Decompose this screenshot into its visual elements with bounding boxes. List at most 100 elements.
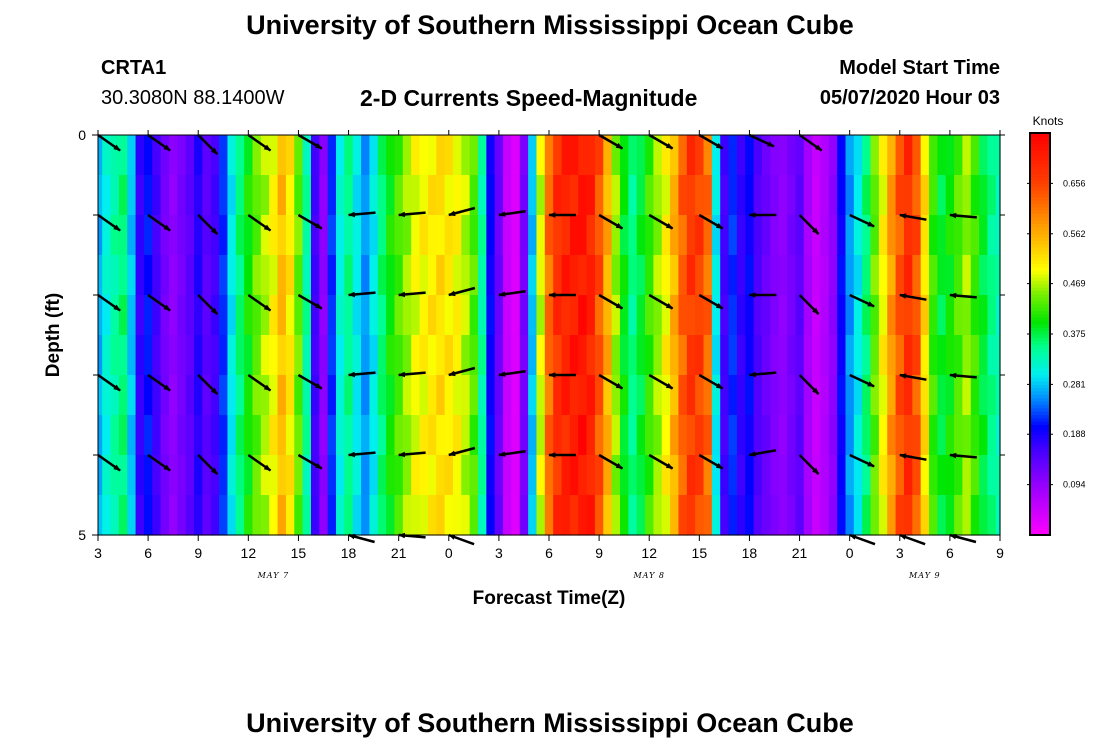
heat-cell xyxy=(619,295,629,336)
heat-cell xyxy=(461,375,471,416)
heat-cell xyxy=(260,135,270,176)
heat-cell xyxy=(277,295,287,336)
heat-cell xyxy=(878,335,888,376)
heat-cell xyxy=(962,175,972,216)
heat-cell xyxy=(369,255,379,296)
current-vector xyxy=(147,453,171,472)
heat-cell xyxy=(98,215,103,256)
heat-cell xyxy=(135,495,145,536)
heat-cell xyxy=(603,415,613,456)
heat-cell xyxy=(987,135,997,176)
colorbar-segment xyxy=(1030,514,1050,519)
current-vector xyxy=(197,214,219,235)
colorbar-segment xyxy=(1030,498,1050,503)
colorbar-segment xyxy=(1030,401,1050,405)
heat-cell xyxy=(611,255,621,296)
current-vector xyxy=(798,133,823,152)
current-vector xyxy=(448,206,476,217)
heat-cell xyxy=(118,335,128,376)
heat-cell xyxy=(670,295,680,336)
heat-cell xyxy=(319,215,329,256)
current-vector xyxy=(849,453,875,468)
colorbar-segment xyxy=(1030,350,1050,355)
heat-cell xyxy=(594,135,604,176)
heat-cell xyxy=(494,135,504,176)
heat-cell xyxy=(954,415,964,456)
heat-cell xyxy=(386,175,396,216)
heat-cell xyxy=(695,295,705,336)
heat-cell xyxy=(294,455,304,496)
heat-cell xyxy=(787,255,796,296)
colorbar-segment xyxy=(1030,293,1050,298)
heat-cell xyxy=(386,335,396,376)
heat-cell xyxy=(118,455,128,496)
heat-cell xyxy=(995,375,1001,416)
colorbar-segment xyxy=(1030,524,1050,529)
heat-cell xyxy=(636,175,646,216)
colorbar-segment xyxy=(1030,330,1050,335)
heat-cell xyxy=(645,135,654,176)
heat-cell xyxy=(987,415,997,456)
heat-cell xyxy=(511,455,521,496)
colorbar-segment xyxy=(1030,267,1050,271)
heat-cell xyxy=(110,415,120,456)
heat-cell xyxy=(736,295,746,336)
heat-cell xyxy=(285,295,295,336)
colorbar-segment xyxy=(1030,146,1050,151)
heat-cell xyxy=(519,175,529,216)
heat-cell xyxy=(987,215,997,256)
heat-cell xyxy=(561,455,571,496)
heat-cell xyxy=(645,215,654,256)
heat-cell xyxy=(528,215,538,256)
current-vector xyxy=(398,291,426,298)
heat-cell xyxy=(995,415,1001,456)
heat-cell xyxy=(979,135,989,176)
colorbar-segment xyxy=(1030,253,1050,258)
heat-cell xyxy=(594,375,604,416)
heat-cell xyxy=(954,375,964,416)
heat-cell xyxy=(979,215,989,256)
heat-cell xyxy=(870,175,880,216)
colorbar-segment xyxy=(1030,303,1050,308)
heat-cell xyxy=(536,375,546,416)
heat-cell xyxy=(603,455,613,496)
heat-cell xyxy=(711,135,721,176)
heat-cell xyxy=(945,135,955,176)
heat-cell xyxy=(419,455,429,496)
heat-cell xyxy=(519,375,529,416)
heat-cell xyxy=(619,335,629,376)
heat-cell xyxy=(929,295,938,336)
colorbar-segment xyxy=(1030,283,1050,288)
heat-cell xyxy=(586,375,596,416)
heat-cell xyxy=(444,215,454,256)
heat-cell xyxy=(310,495,320,536)
heat-cell xyxy=(394,335,404,376)
heat-cell xyxy=(227,135,237,176)
colorbar-segment xyxy=(1030,504,1050,509)
heat-cell xyxy=(954,175,964,216)
heat-cell xyxy=(344,215,354,256)
heat-cell xyxy=(720,455,730,496)
heat-cell xyxy=(578,335,588,376)
heat-cell xyxy=(319,455,329,496)
x-tick-label: 3 xyxy=(896,545,904,561)
heat-cell xyxy=(569,335,579,376)
heat-cell xyxy=(970,215,980,256)
heat-cell xyxy=(503,375,513,416)
heat-cell xyxy=(795,495,805,536)
heat-cell xyxy=(828,295,838,336)
current-vector xyxy=(648,133,674,150)
heat-cell xyxy=(887,455,897,496)
colorbar-segment xyxy=(1030,277,1050,281)
heat-cell xyxy=(210,295,220,336)
heat-cell xyxy=(862,255,872,296)
current-vector xyxy=(147,213,171,232)
heat-cell xyxy=(202,495,212,536)
heat-cell xyxy=(728,175,738,216)
heat-cell xyxy=(761,135,771,176)
heat-cell xyxy=(979,255,989,296)
heat-cell xyxy=(720,495,730,536)
heat-cell xyxy=(168,255,178,296)
heat-cell xyxy=(336,175,345,216)
heat-cell xyxy=(954,255,964,296)
